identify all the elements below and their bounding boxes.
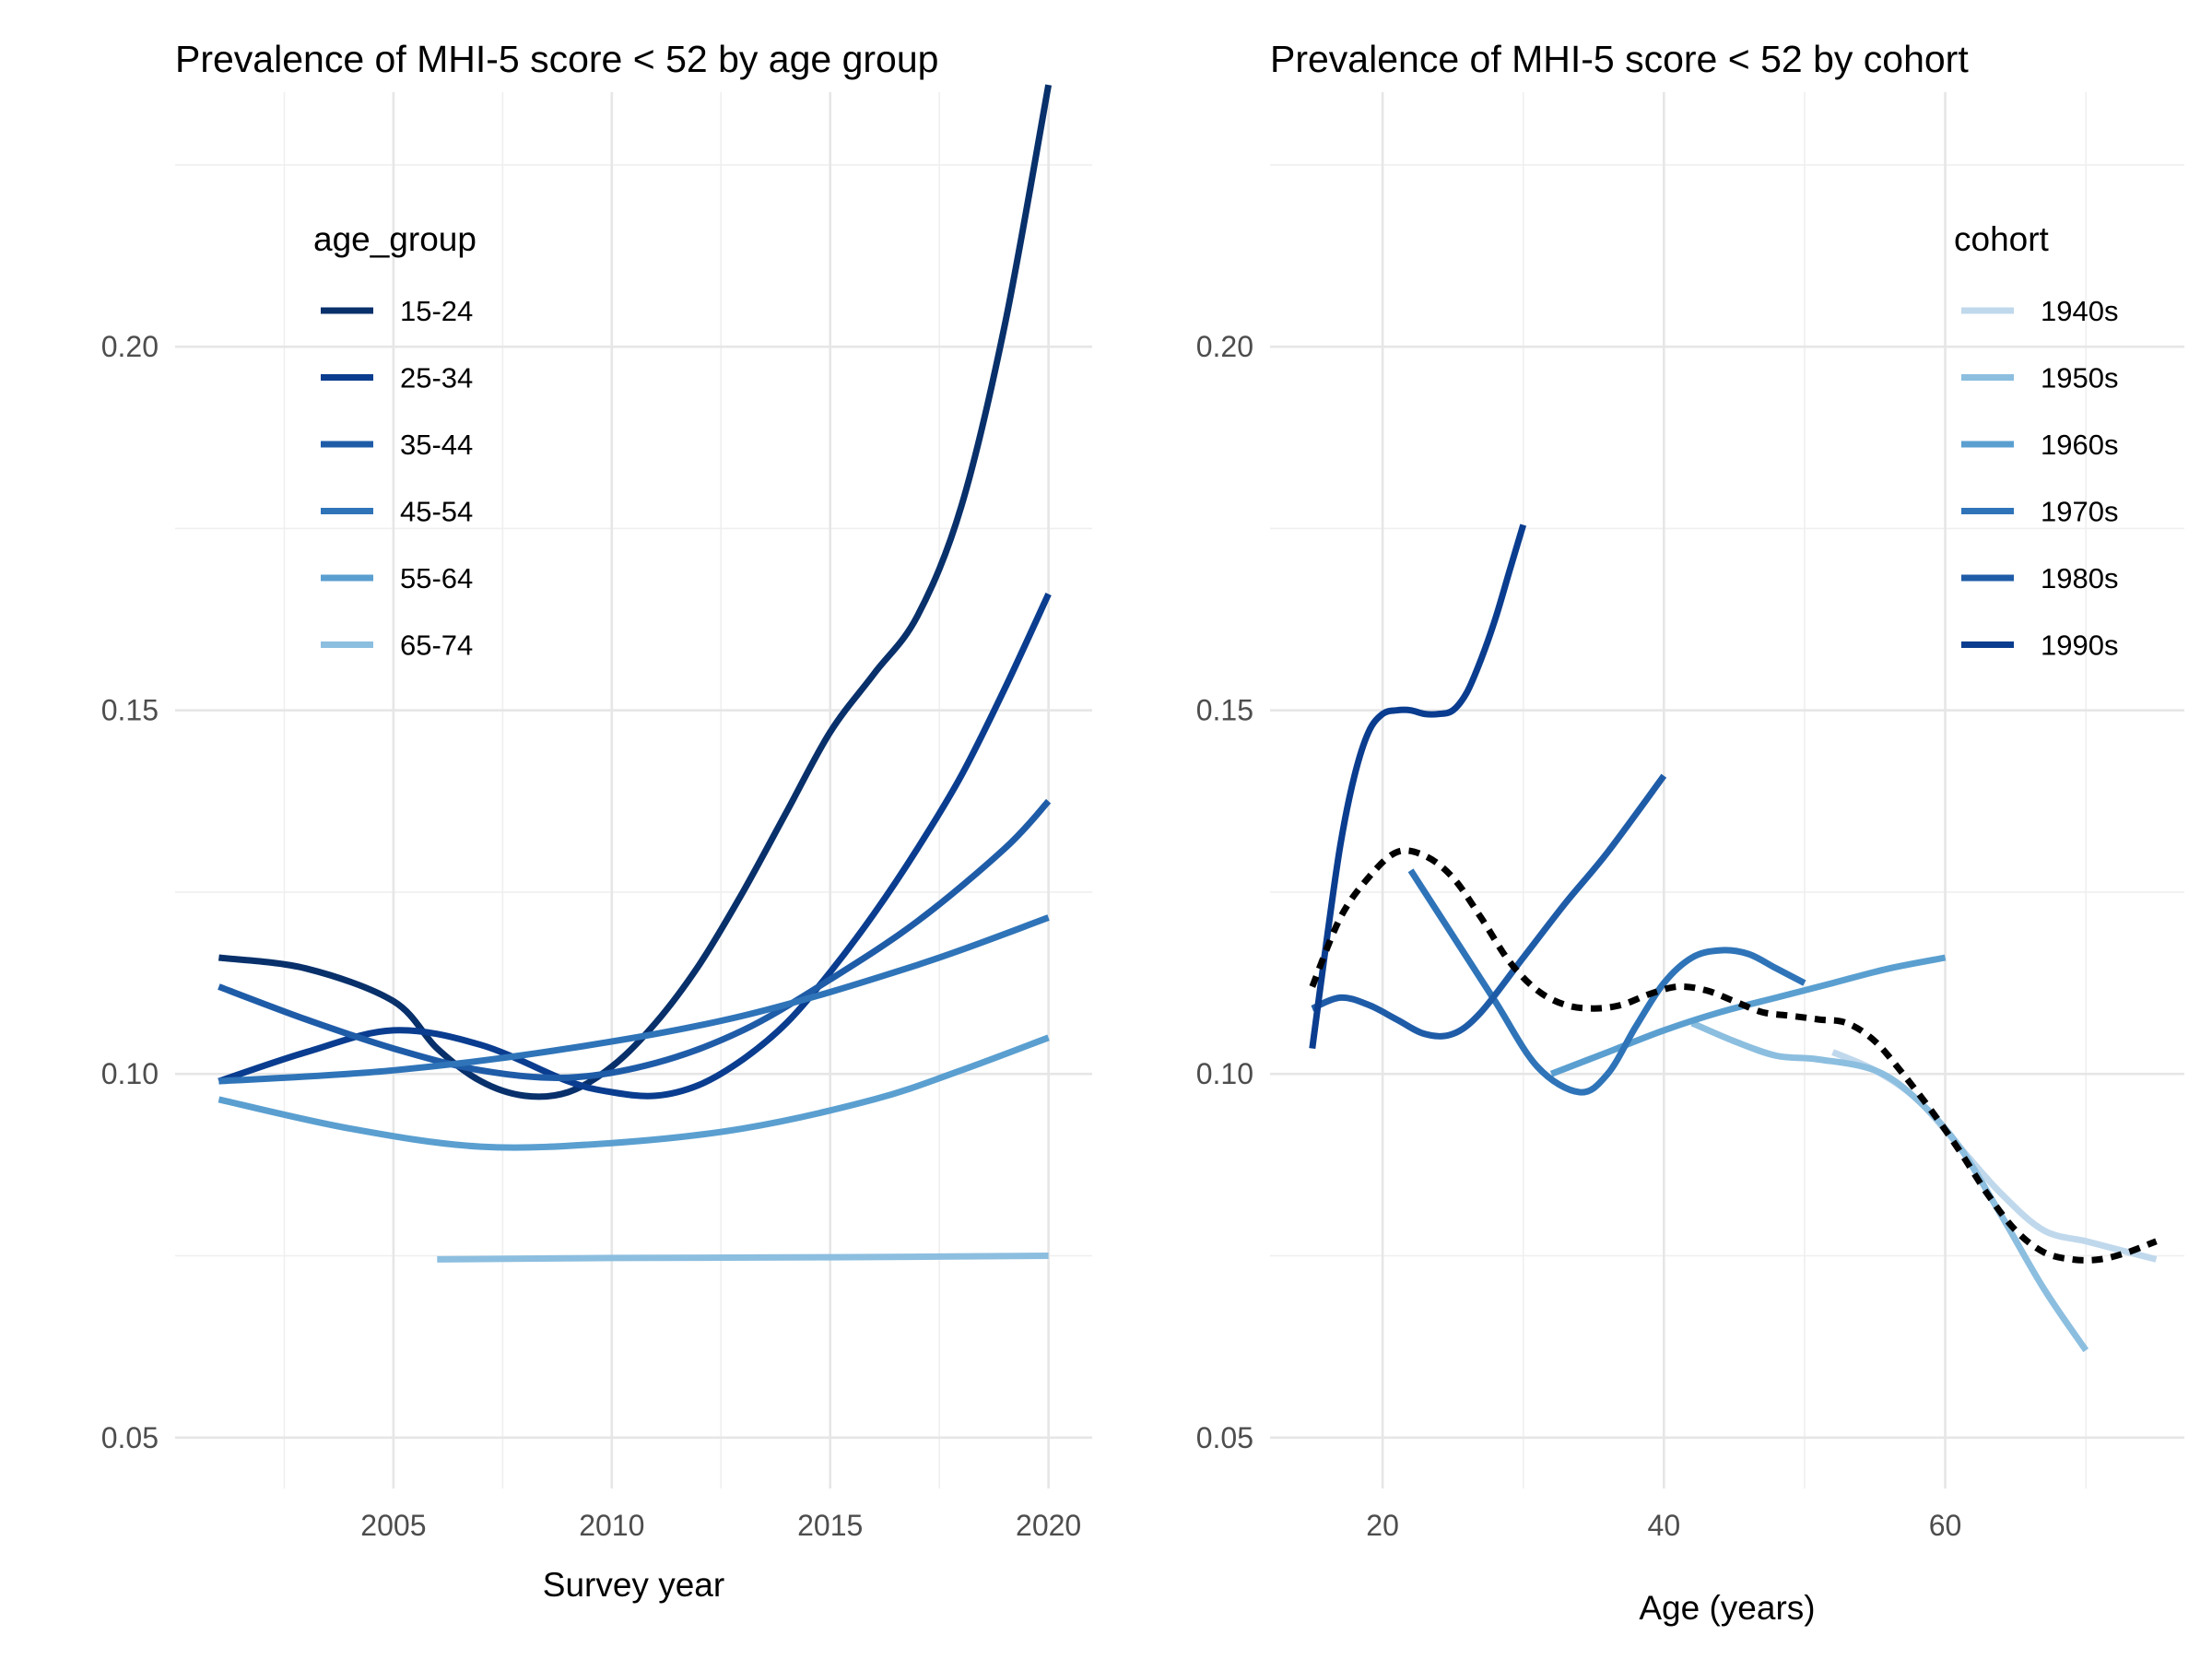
legend-label-55-64: 55-64 [400,562,473,594]
x-tick-label: 60 [1929,1509,1962,1542]
x-tick-label: 20 [1366,1509,1399,1542]
series-line-1980s [1311,773,1667,1040]
legend-label-25-34: 25-34 [400,362,473,394]
x-tick-label: 2005 [360,1509,426,1542]
x-tick-label: 2010 [579,1509,644,1542]
legend-label-65-74: 65-74 [400,629,473,662]
series-line-1960s [1549,954,1947,1077]
chart-title: Prevalence of MHI-5 score < 52 by cohort [1270,38,1969,80]
x-axis-label: Survey year [543,1566,724,1604]
series-line-55-64 [218,1034,1050,1151]
chart-title: Prevalence of MHI-5 score < 52 by age gr… [175,38,938,80]
legend-title: age_group [313,220,477,258]
panel-by-age-group: 0.05 0.10 0.15 0.20 2005 2010 2015 2020 Prevalen… [101,38,1092,1604]
series-line-1970s [1407,868,1806,1096]
series-line-25-34 [218,593,1052,1100]
series-line-35-44 [218,798,1052,1081]
legend: age_group 15-24 25-34 35-44 45-54 55-64 65-74 [313,220,477,662]
y-tick-label: 0.10 [101,1057,159,1090]
legend-label-1990s: 1990s [2041,629,2118,662]
y-tick-label: 0.15 [1196,694,1253,727]
x-tick-label: 2020 [1016,1509,1081,1542]
series-line-1940s [1831,1049,2158,1263]
legend-title: cohort [1954,220,2050,258]
legend-label-15-24: 15-24 [400,295,473,327]
y-tick-label: 0.20 [101,330,159,363]
series-line-15-24 [218,84,1053,1100]
x-tick-label: 40 [1648,1509,1681,1542]
y-tick-label: 0.10 [1196,1057,1253,1090]
series-line-overall-dashed [1309,847,2158,1264]
legend-label-1970s: 1970s [2041,496,2118,528]
y-tick-label: 0.05 [101,1421,159,1454]
series-lines [1309,524,2158,1353]
y-tick-label: 0.15 [101,694,159,727]
panel-by-cohort: 0.05 0.10 0.15 0.20 20 40 60 Prevalence of MHI-… [1196,38,2184,1627]
legend-label-35-44: 35-44 [400,429,473,461]
legend-label-1960s: 1960s [2041,429,2118,461]
series-line-65-74 [437,1253,1049,1263]
y-tick-label: 0.20 [1196,330,1253,363]
y-tick-label: 0.05 [1196,1421,1253,1454]
legend-label-1980s: 1980s [2041,562,2118,594]
legend-label-1940s: 1940s [2041,295,2118,327]
legend-label-45-54: 45-54 [400,496,473,528]
x-axis-label: Age (years) [1639,1589,1815,1627]
legend-label-1950s: 1950s [2041,362,2118,394]
series-line-1990s [1309,524,1527,1050]
legend: cohort 1940s 1950s 1960s 1970s 1980s 1990s [1954,220,2118,662]
series-lines [218,84,1053,1263]
series-line-1950s [1690,1019,2089,1353]
x-tick-label: 2015 [797,1509,863,1542]
series-line-45-54 [218,914,1050,1085]
